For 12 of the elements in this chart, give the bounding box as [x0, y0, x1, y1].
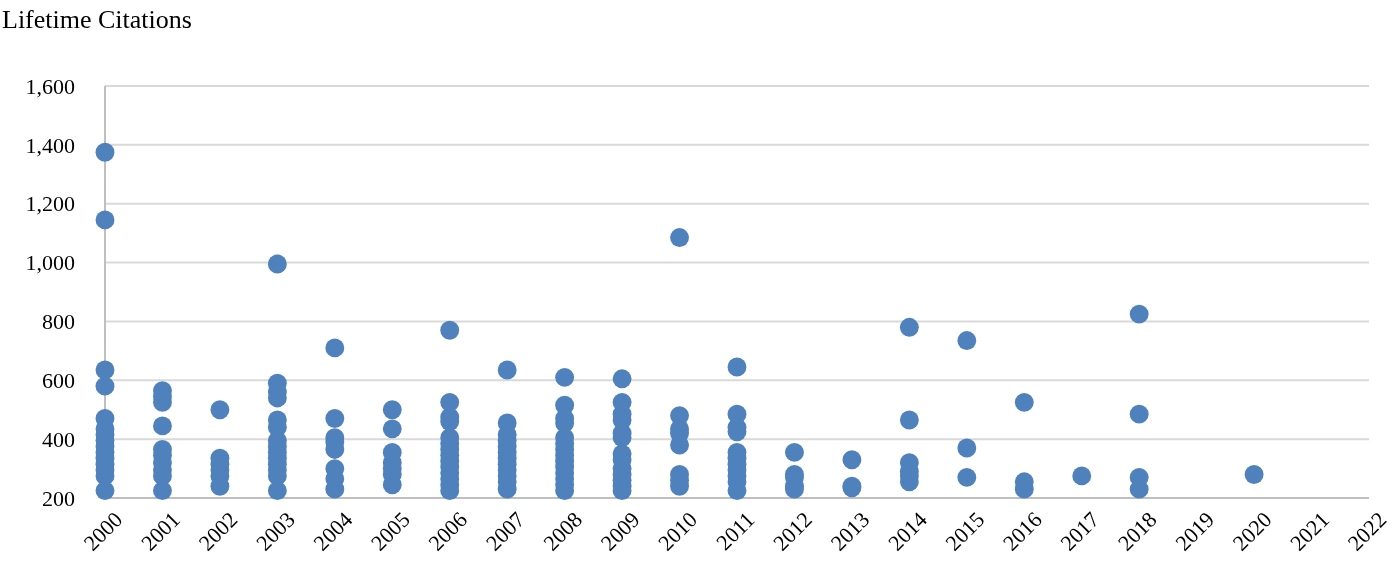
y-tick-label: 1,600 — [25, 73, 75, 99]
y-tick-label: 1,000 — [25, 250, 75, 276]
y-tick-label: 1,400 — [25, 132, 75, 158]
y-tick-label: 800 — [42, 309, 75, 335]
y-tick-label: 400 — [42, 426, 75, 452]
y-axis-title: Lifetime Citations — [2, 5, 192, 34]
y-tick-label: 200 — [42, 485, 75, 511]
y-tick-label: 1,200 — [25, 191, 75, 217]
x-tick-label: 2001 — [136, 506, 185, 556]
y-tick-label: 600 — [42, 367, 75, 393]
x-tick-label: 2021 — [1285, 506, 1334, 556]
x-tick-label: 2011 — [711, 506, 760, 555]
